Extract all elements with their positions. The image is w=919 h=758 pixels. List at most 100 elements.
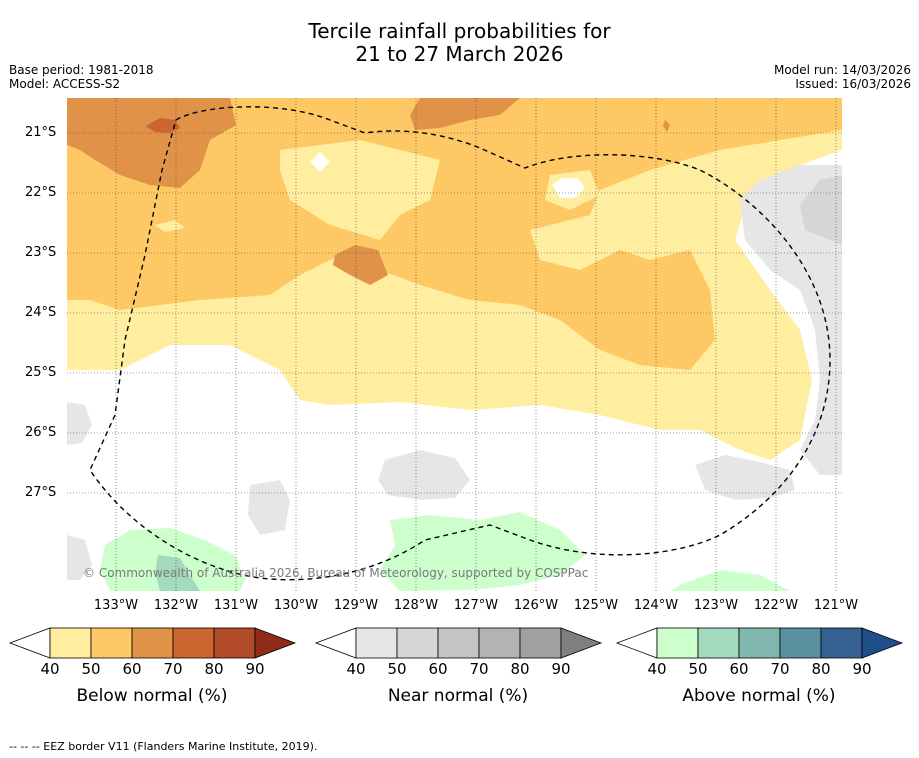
lon-label-131w: 131°W: [213, 598, 259, 613]
lon-label-123w: 123°W: [693, 598, 739, 613]
colorbar-segment: [738, 627, 781, 659]
graticule: [67, 98, 842, 591]
colorbar-segment: [478, 627, 521, 659]
colorbar-tick-label: 60: [428, 660, 448, 678]
near-normal-region-east-inner: [800, 175, 842, 245]
model-name: Model: ACCESS-S2: [9, 77, 121, 91]
lon-label-121w: 121°W: [813, 598, 859, 613]
lon-label-122w: 122°W: [753, 598, 799, 613]
info-right: Model run: 14/03/2026 Issued: 16/03/2026: [774, 63, 911, 91]
above-normal-region-3: [670, 570, 790, 591]
colorbar-segment: [697, 627, 740, 659]
info-left: Base period: 1981-2018 Model: ACCESS-S2: [9, 63, 154, 91]
colorbar-title-below: Below normal (%): [76, 686, 228, 706]
lat-label-27s: 27°S: [25, 485, 57, 500]
map-fields: [67, 98, 842, 591]
near-normal-region-w1: [67, 402, 92, 445]
pale-patch-west: [155, 220, 185, 232]
colorbar-segment: [90, 627, 133, 659]
colorbar-segment: [172, 627, 215, 659]
near-normal-region-se: [695, 455, 795, 500]
below-normal-80-region: [146, 118, 180, 133]
colorbar-segment: [355, 627, 398, 659]
below-normal-70-region-c: [333, 245, 388, 285]
eez-border: [89, 106, 831, 581]
copyright-notice: © Commonwealth of Australia 2026, Bureau…: [83, 566, 589, 580]
colorbar-extend-low: [8, 627, 51, 659]
colorbar-tick-label: 90: [551, 660, 571, 678]
colorbar-tick-label: 80: [204, 660, 224, 678]
lon-label-124w: 124°W: [633, 598, 679, 613]
lon-label-126w: 126°W: [513, 598, 559, 613]
lat-label-25s: 25°S: [25, 365, 57, 380]
lat-label-24s: 24°S: [25, 305, 57, 320]
colorbar-segment: [131, 627, 174, 659]
colorbar-tick-label: 40: [346, 660, 366, 678]
base-period: Base period: 1981-2018: [9, 63, 154, 77]
colorbar-tick-label: 50: [387, 660, 407, 678]
colorbar-tick-label: 70: [163, 660, 183, 678]
colorbar-extend-low: [314, 627, 357, 659]
colorbar-tick-label: 60: [122, 660, 142, 678]
near-normal-region-w2: [67, 535, 92, 580]
lon-label-127w: 127°W: [453, 598, 499, 613]
colorbar-extend-high: [254, 627, 297, 659]
colorbars: [8, 627, 904, 659]
colorbar-segment: [396, 627, 439, 659]
lon-label-129w: 129°W: [333, 598, 379, 613]
title-line-2: 21 to 27 March 2026: [355, 42, 564, 66]
colorbar-title-above: Above normal (%): [682, 686, 836, 706]
lon-label-128w: 128°W: [393, 598, 439, 613]
issued-date: Issued: 16/03/2026: [795, 77, 911, 91]
colorbar-tick-label: 40: [647, 660, 667, 678]
model-run: Model run: 14/03/2026: [773, 63, 911, 77]
lon-label-132w: 132°W: [153, 598, 199, 613]
colorbar-segment: [519, 627, 562, 659]
below-normal-70-region-n: [410, 98, 520, 130]
white-diamond-1: [310, 152, 330, 172]
colorbar-tick-label: 80: [811, 660, 831, 678]
lon-label-133w: 133°W: [93, 598, 139, 613]
below-normal-60-region: [67, 98, 842, 370]
colorbar-title-near: Near normal (%): [387, 686, 529, 706]
lon-label-125w: 125°W: [573, 598, 619, 613]
colorbar-segment: [49, 627, 92, 659]
near-normal-region-c1: [378, 450, 470, 500]
colorbar-segment: [213, 627, 256, 659]
colorbar-tick-label: 50: [688, 660, 708, 678]
colorbar-tick-label: 60: [729, 660, 749, 678]
colorbar-segment: [437, 627, 480, 659]
colorbar-extend-low: [615, 627, 658, 659]
colorbar-tick-label: 40: [40, 660, 60, 678]
colorbar-tick-label: 70: [770, 660, 790, 678]
lon-label-130w: 130°W: [273, 598, 319, 613]
below-normal-70-region-e: [663, 120, 670, 132]
eez-footnote: -- -- -- EEZ border V11 (Flanders Marine…: [9, 740, 318, 753]
lat-label-22s: 22°S: [25, 185, 57, 200]
pale-patch-south: [315, 345, 375, 362]
colorbar-segment: [820, 627, 863, 659]
colorbar-extend-high: [560, 627, 603, 659]
colorbar-extend-high: [861, 627, 904, 659]
near-normal-region-c2: [248, 480, 290, 535]
colorbar-below-normal: [8, 627, 297, 659]
colorbar-tick-label: 50: [81, 660, 101, 678]
lat-label-21s: 21°S: [25, 125, 57, 140]
colorbar-above-normal: [615, 627, 904, 659]
map-title: Tercile rainfall probabilities for 21 to…: [0, 20, 919, 66]
title-line-1: Tercile rainfall probabilities for: [308, 19, 611, 43]
colorbar-segment: [656, 627, 699, 659]
colorbar-tick-label: 70: [469, 660, 489, 678]
above-normal-60-region: [155, 555, 200, 591]
white-patch-1: [552, 178, 585, 198]
lat-label-23s: 23°S: [25, 245, 57, 260]
colorbar-near-normal: [314, 627, 603, 659]
near-normal-region-east: [740, 165, 842, 475]
colorbar-segment: [779, 627, 822, 659]
above-normal-region-1: [380, 512, 585, 591]
lat-label-26s: 26°S: [25, 425, 57, 440]
below-normal-70-region-nw: [67, 98, 236, 188]
colorbar-tick-label: 80: [510, 660, 530, 678]
colorbar-tick-label: 90: [245, 660, 265, 678]
